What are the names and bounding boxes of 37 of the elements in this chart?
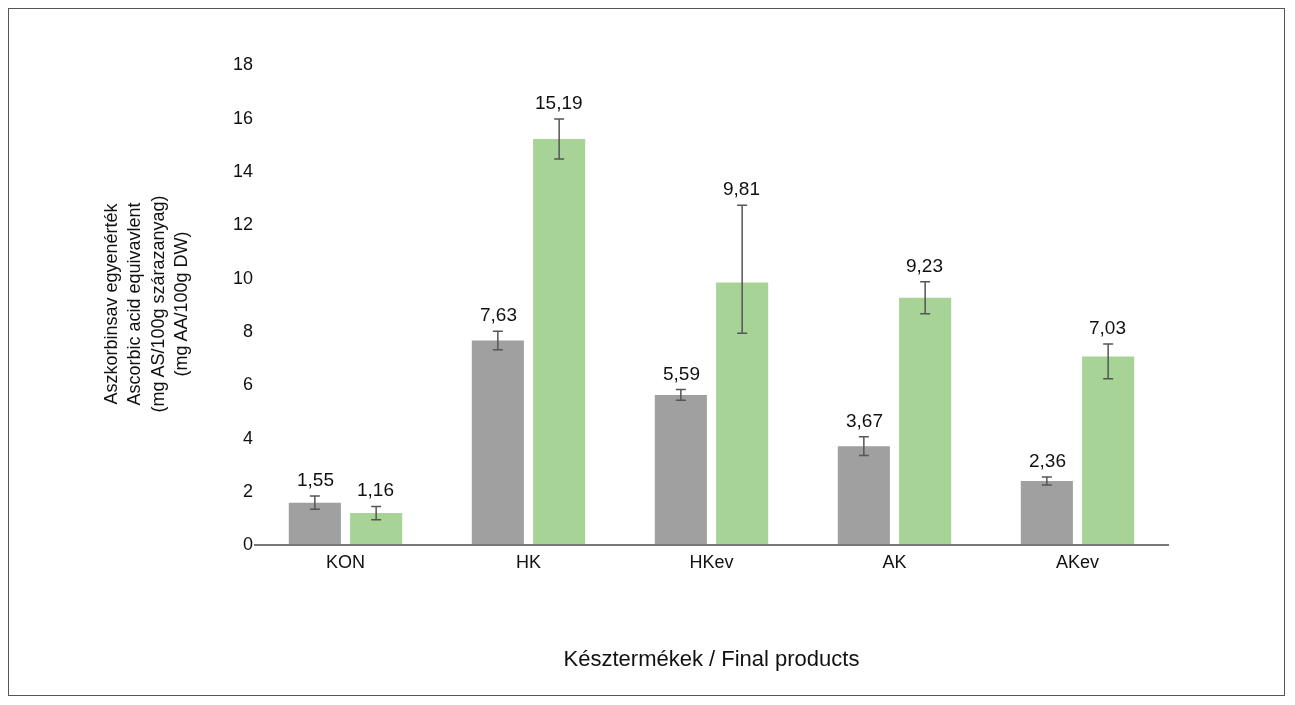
text: 7,03	[1089, 317, 1126, 338]
text: 9,23	[906, 255, 943, 276]
text: 15,19	[535, 92, 583, 113]
bar	[1082, 356, 1135, 544]
text: 2,36	[1029, 450, 1066, 471]
y-tick-label: 0	[242, 534, 253, 555]
y-tick-label: 18	[232, 54, 253, 75]
x-tick-label: HKev	[689, 551, 734, 572]
bar	[350, 513, 403, 544]
x-tick-label: KON	[325, 551, 366, 572]
y-tick-label: 8	[242, 320, 253, 341]
text: 1,16	[357, 479, 394, 500]
bar	[288, 502, 341, 544]
x-tick-label: AKev	[1055, 551, 1100, 572]
y-tick-label: 12	[232, 214, 253, 235]
y-tick-label: 6	[242, 374, 253, 395]
text: 1,55	[297, 469, 334, 490]
y-tick-label: 4	[242, 427, 253, 448]
x-tick-label: AK	[882, 551, 907, 572]
y-tick-label: 14	[232, 160, 253, 181]
text: 7,63	[480, 304, 517, 325]
bar	[837, 446, 890, 544]
x-tick-label: HK	[515, 551, 542, 572]
text: 3,67	[846, 410, 883, 431]
x-axis-title: Késztermékek / Final products	[563, 646, 860, 671]
y-tick-label: 2	[242, 480, 253, 501]
text: 9,81	[723, 178, 760, 199]
y-axis-title: Aszkorbinsav egyenérték Ascorbic acid equivavlent (mg AS/100g szárazanyag) (mg AA/100g DW)	[100, 195, 192, 413]
bar	[533, 138, 586, 544]
y-tick-label: 16	[232, 107, 253, 128]
bar	[1020, 481, 1073, 544]
text: 5,59	[663, 363, 700, 384]
y-tick-label: 10	[232, 267, 253, 288]
bar	[899, 297, 952, 544]
bar	[716, 282, 769, 544]
bar	[654, 394, 707, 544]
bar	[471, 340, 524, 544]
